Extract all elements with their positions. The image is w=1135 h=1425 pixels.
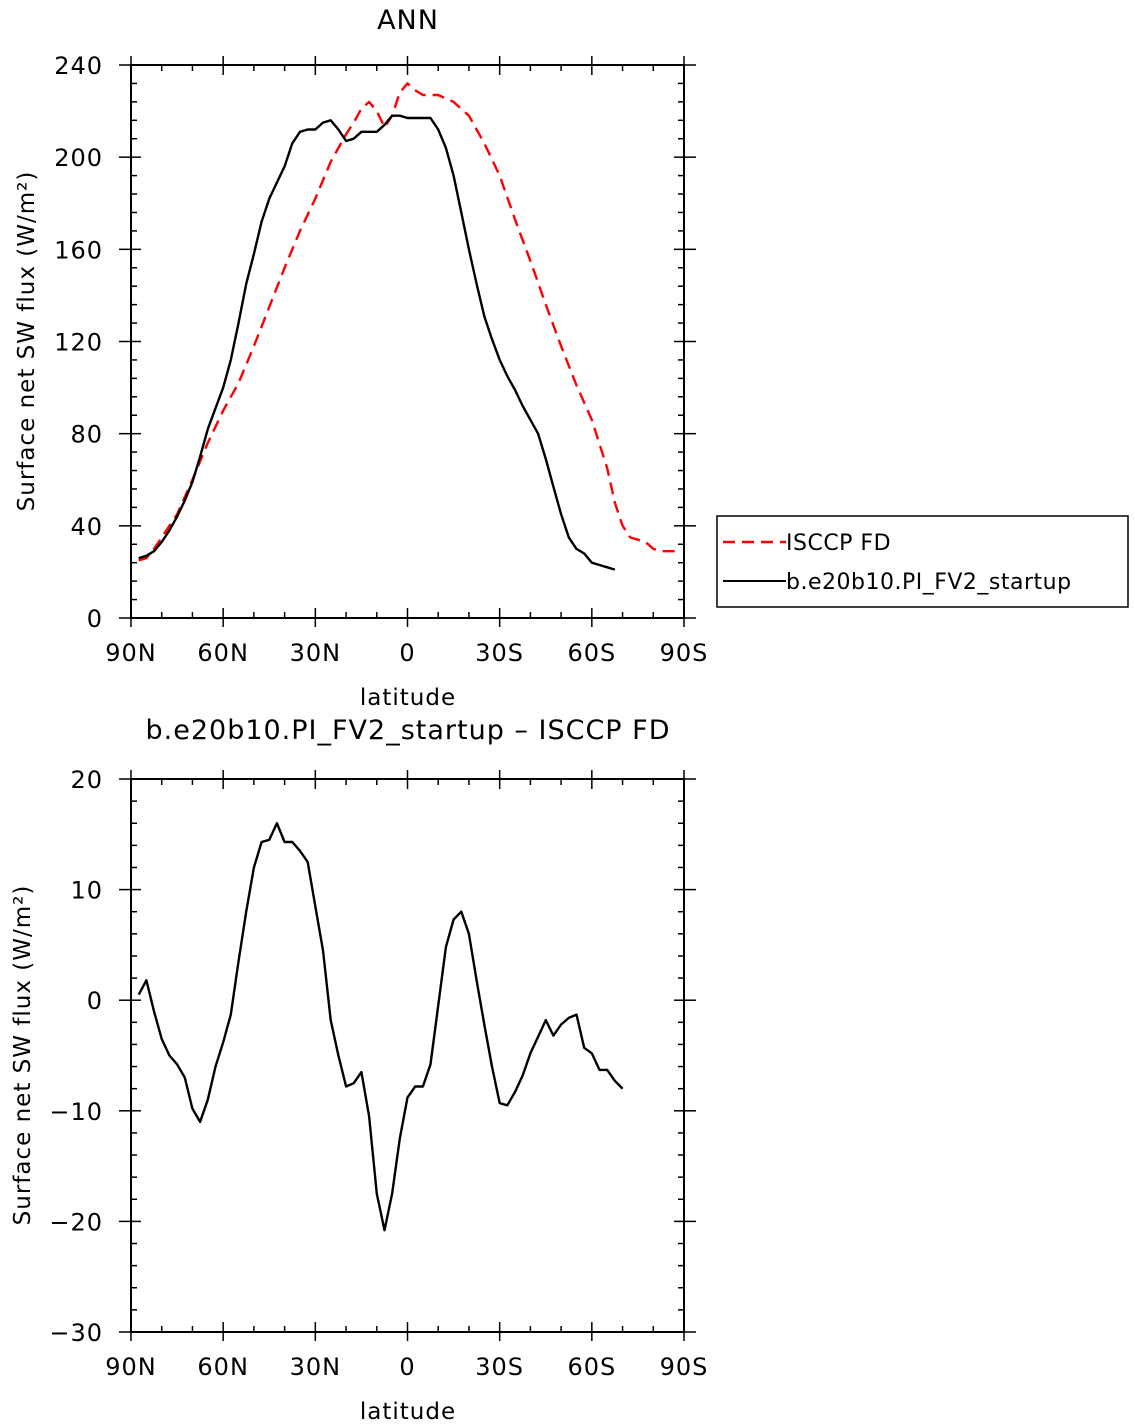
series-line-isccp-fd [138,82,677,562]
x-tick-label: 60N [197,1353,249,1381]
x-tick-label: 30S [475,639,524,667]
y-tick-label: −30 [49,1319,103,1347]
y-axis-label-bottom: Surface net SW flux (W/m²) [10,885,36,1226]
series-lines-top [138,82,677,571]
x-tick-label: 60S [567,1353,616,1381]
y-tick-label: 0 [87,605,103,633]
x-tick-label: 30N [290,1353,342,1381]
x-tick-label: 90S [660,1353,709,1381]
x-tick-labels-top: 90N 60N 30N 0 30S 60S 90S [105,639,709,667]
legend: ISCCP FD b.e20b10.PI_FV2_startup [716,515,1129,608]
series-line-b-e20b10-pi-fv2-startup [138,114,616,571]
y-tick-label: 10 [70,877,103,905]
y-tick-label: 80 [70,421,103,449]
plot-area-bottom: 90N 60N 30N 0 30S 60S 90S 20 10 0 −10 −20 −30 [49,766,709,1381]
series-lines-bottom [137,822,624,1232]
y-tick-label: −20 [49,1208,103,1236]
x-tick-label: 60S [567,639,616,667]
legend-box [716,515,1129,608]
y-tick-label: 40 [70,513,103,541]
y-axis-label-top: Surface net SW flux (W/m²) [14,171,40,512]
y-tick-label: 0 [87,987,103,1015]
panel-bottom: b.e20b10.PI_FV2_startup – ISCCP FD 90N 60… [10,715,709,1425]
x-tick-label: 30S [475,1353,524,1381]
x-tick-label: 0 [399,639,415,667]
y-tick-label: 240 [54,52,103,80]
x-axis-label-bottom: latitude [360,1399,456,1425]
series-line-difference [137,822,624,1232]
y-tick-labels-bottom: 20 10 0 −10 −20 −30 [49,766,103,1347]
y-tick-label: 120 [54,329,103,357]
plot-area-top: 90N 60N 30N 0 30S 60S 90S 0 40 80 120 160 200 240 [54,52,709,667]
y-tick-label: 20 [70,766,103,794]
y-tick-label: −10 [49,1098,103,1126]
x-tick-labels-bottom: 90N 60N 30N 0 30S 60S 90S [105,1353,709,1381]
chart-title-top: ANN [377,5,439,36]
x-tick-label: 60N [197,639,249,667]
tick-marks-top [119,56,696,627]
plot-frame-top [130,64,685,619]
x-tick-label: 90S [660,639,709,667]
tick-marks-bottom [119,770,696,1341]
x-tick-label: 30N [290,639,342,667]
y-tick-label: 160 [54,236,103,264]
x-tick-label: 90N [105,1353,157,1381]
legend-label-model: b.e20b10.PI_FV2_startup [786,570,1072,595]
x-tick-label: 90N [105,639,157,667]
chart-title-bottom: b.e20b10.PI_FV2_startup – ISCCP FD [146,715,671,746]
x-axis-label-top: latitude [360,685,456,711]
x-tick-label: 0 [399,1353,415,1381]
legend-label-isccp: ISCCP FD [786,531,891,556]
panel-top: ANN 90N 60N 30N 0 30S 60S 90S 0 40 80 120 160 200 24… [14,5,1129,711]
y-tick-label: 200 [54,144,103,172]
plot-frame-bottom [130,778,685,1333]
y-tick-labels-top: 0 40 80 120 160 200 240 [54,52,103,633]
